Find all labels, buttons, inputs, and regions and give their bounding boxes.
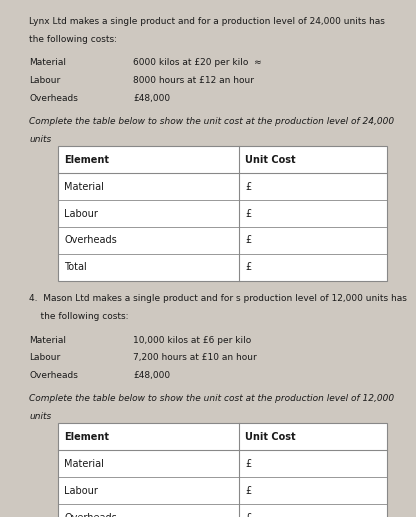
Text: Overheads: Overheads bbox=[29, 371, 78, 379]
Text: £: £ bbox=[245, 512, 252, 517]
Text: Labour: Labour bbox=[29, 353, 60, 362]
Text: Overheads: Overheads bbox=[29, 94, 78, 102]
Text: £: £ bbox=[245, 485, 252, 496]
Text: units: units bbox=[29, 135, 51, 144]
Text: units: units bbox=[29, 412, 51, 421]
Text: Overheads: Overheads bbox=[64, 235, 117, 246]
Text: Element: Element bbox=[64, 432, 109, 442]
Text: Material: Material bbox=[64, 181, 104, 192]
Text: Material: Material bbox=[64, 459, 104, 469]
Text: Lynx Ltd makes a single product and for a production level of 24,000 units has: Lynx Ltd makes a single product and for … bbox=[29, 17, 385, 25]
Text: Overheads: Overheads bbox=[64, 512, 117, 517]
Text: £: £ bbox=[245, 262, 252, 272]
Text: £48,000: £48,000 bbox=[133, 371, 170, 379]
Text: 7,200 hours at £10 an hour: 7,200 hours at £10 an hour bbox=[133, 353, 257, 362]
Text: Complete the table below to show the unit cost at the production level of 12,000: Complete the table below to show the uni… bbox=[29, 394, 394, 403]
Text: 4.  Mason Ltd makes a single product and for s production level of 12,000 units : 4. Mason Ltd makes a single product and … bbox=[29, 294, 407, 302]
Text: the following costs:: the following costs: bbox=[29, 312, 129, 321]
Text: 8000 hours at £12 an hour: 8000 hours at £12 an hour bbox=[133, 76, 254, 85]
Text: Element: Element bbox=[64, 155, 109, 165]
Bar bbox=[58, 423, 387, 517]
Text: Unit Cost: Unit Cost bbox=[245, 155, 296, 165]
Text: £: £ bbox=[245, 208, 252, 219]
Text: the following costs:: the following costs: bbox=[29, 35, 117, 44]
Text: 10,000 kilos at £6 per kilo: 10,000 kilos at £6 per kilo bbox=[133, 336, 251, 344]
Text: £48,000: £48,000 bbox=[133, 94, 170, 102]
Text: £: £ bbox=[245, 235, 252, 246]
Text: £: £ bbox=[245, 181, 252, 192]
Text: £: £ bbox=[245, 459, 252, 469]
Text: Labour: Labour bbox=[64, 485, 98, 496]
Text: 6000 kilos at £20 per kilo  ≈: 6000 kilos at £20 per kilo ≈ bbox=[133, 58, 262, 67]
Text: Complete the table below to show the unit cost at the production level of 24,000: Complete the table below to show the uni… bbox=[29, 117, 394, 126]
Text: Material: Material bbox=[29, 336, 66, 344]
Text: Material: Material bbox=[29, 58, 66, 67]
Bar bbox=[58, 146, 387, 281]
Text: Total: Total bbox=[64, 262, 87, 272]
Text: Labour: Labour bbox=[29, 76, 60, 85]
Text: Unit Cost: Unit Cost bbox=[245, 432, 296, 442]
Text: Labour: Labour bbox=[64, 208, 98, 219]
